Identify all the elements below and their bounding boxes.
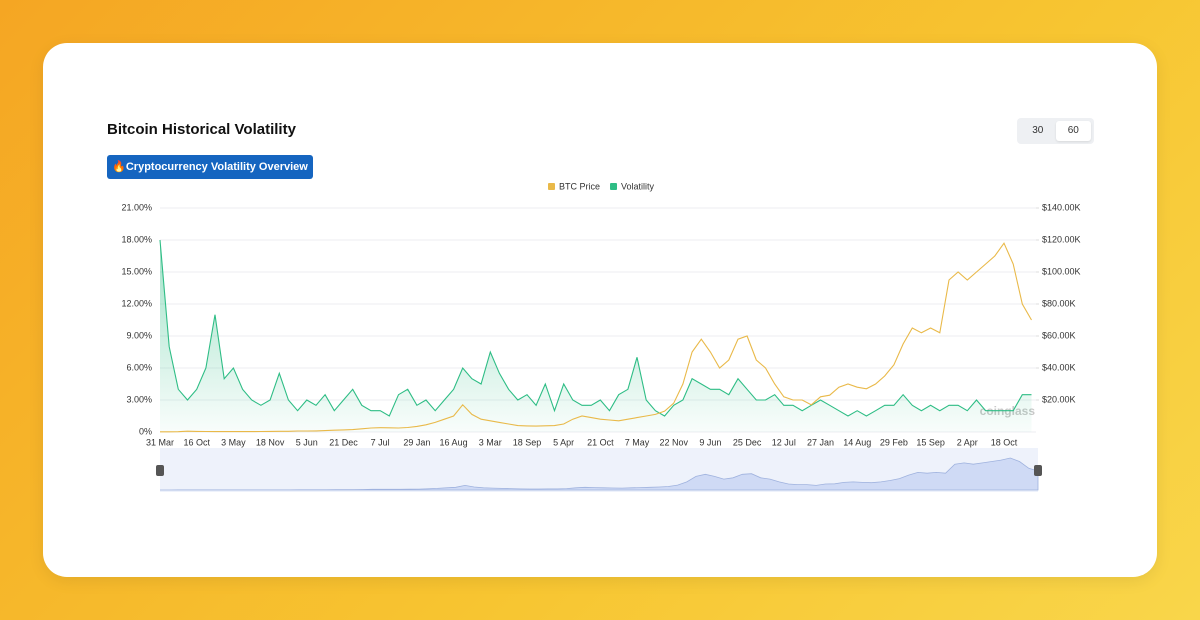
period-toggle: 30 60: [1017, 118, 1094, 144]
x-tick-label: 7 Jul: [371, 437, 390, 447]
y-tick-label: 0%: [139, 426, 152, 436]
overview-button[interactable]: 🔥Cryptocurrency Volatility Overview: [107, 155, 313, 179]
y2-tick-label: $80.00K: [1042, 298, 1076, 308]
x-tick-label: 29 Jan: [403, 437, 430, 447]
x-tick-label: 2 Apr: [957, 437, 978, 447]
x-tick-label: 3 May: [221, 437, 246, 447]
series-line: [159, 239, 1032, 417]
period-option[interactable]: 60: [1055, 121, 1091, 141]
y-tick-label: 12.00%: [121, 298, 152, 308]
legend-swatch: [610, 183, 618, 190]
legend-swatch: [548, 183, 555, 190]
legend-label[interactable]: Volatility: [621, 181, 655, 191]
period-option[interactable]: 30: [1032, 125, 1044, 136]
y2-tick-label: $20.00K: [1042, 394, 1076, 404]
x-tick-label: 5 Apr: [553, 437, 574, 447]
x-tick-label: 31 Mar: [146, 437, 174, 447]
y-tick-label: 6.00%: [126, 362, 152, 372]
x-tick-label: 18 Nov: [256, 437, 285, 447]
y2-tick-label: $100.00K: [1042, 266, 1081, 276]
x-tick-label: 21 Dec: [329, 437, 358, 447]
x-tick-label: 5 Jun: [296, 437, 318, 447]
y2-tick-label: $140.00K: [1042, 202, 1081, 212]
navigator-handle[interactable]: [156, 465, 164, 476]
y2-tick-label: $60.00K: [1042, 330, 1076, 340]
x-tick-label: 16 Oct: [183, 437, 210, 447]
y2-tick-label: $120.00K: [1042, 234, 1081, 244]
y-tick-label: 9.00%: [126, 330, 152, 340]
navigator-handle[interactable]: [1034, 465, 1042, 476]
x-tick-label: 22 Nov: [659, 437, 688, 447]
x-tick-label: 9 Jun: [699, 437, 721, 447]
navigator-area: [160, 457, 1039, 491]
y-tick-label: 3.00%: [126, 394, 152, 404]
x-tick-label: 25 Dec: [733, 437, 762, 447]
x-tick-label: 16 Aug: [440, 437, 468, 447]
x-tick-label: 3 Mar: [479, 437, 502, 447]
x-tick-label: 18 Oct: [991, 437, 1018, 447]
series-area: [160, 240, 1032, 432]
x-tick-label: 18 Sep: [513, 437, 542, 447]
y-tick-label: 21.00%: [121, 202, 152, 212]
x-tick-label: 15 Sep: [916, 437, 945, 447]
y-tick-label: 18.00%: [121, 234, 152, 244]
x-tick-label: 7 May: [625, 437, 650, 447]
series-line: [160, 242, 1032, 433]
x-tick-label: 14 Aug: [843, 437, 871, 447]
x-tick-label: 21 Oct: [587, 437, 614, 447]
legend-label[interactable]: BTC Price: [559, 181, 600, 191]
y-tick-label: 15.00%: [121, 266, 152, 276]
x-tick-label: 27 Jan: [807, 437, 834, 447]
y2-tick-label: $40.00K: [1042, 362, 1076, 372]
x-tick-label: 29 Feb: [880, 437, 908, 447]
chart-title: Bitcoin Historical Volatility: [107, 121, 296, 138]
x-tick-label: 12 Jul: [772, 437, 796, 447]
